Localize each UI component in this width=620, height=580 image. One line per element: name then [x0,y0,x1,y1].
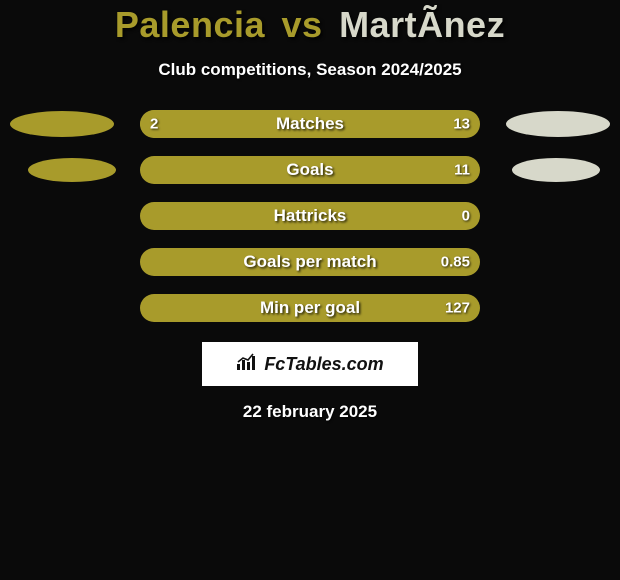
brand-badge: FcTables.com [202,342,418,386]
stat-row: Goals11 [0,156,620,184]
comparison-chart: Matches2 13 Goals11 Hattricks0 Goals per mat… [0,110,620,322]
chart-icon [236,353,258,376]
stat-row: Goals per match0.85 [0,248,620,276]
page-title: Palencia vs MartÃ­nez [0,4,620,46]
stat-value-player2: 127 [445,300,470,317]
title-vs: vs [282,4,323,45]
stat-label: Matches [140,114,480,134]
player1-marker [28,158,116,182]
stat-bar: Min per goal127 [140,294,480,322]
footer-date: 22 february 2025 [0,402,620,422]
player1-marker [10,111,114,137]
title-player1: Palencia [115,4,265,45]
stat-row: Hattricks0 [0,202,620,230]
stat-bar: Goals per match0.85 [140,248,480,276]
stat-value-player2: 13 [453,116,470,133]
stat-bar: Goals11 [140,156,480,184]
stat-value-player2: 0.85 [441,254,470,271]
subtitle: Club competitions, Season 2024/2025 [0,60,620,80]
comparison-card: Palencia vs MartÃ­nez Club competitions,… [0,0,620,422]
title-player2: MartÃ­nez [339,4,505,45]
stat-value-player2: 0 [462,208,470,225]
player2-marker [506,111,610,137]
stat-row: Min per goal127 [0,294,620,322]
stat-label: Goals [140,160,480,180]
stat-row: Matches2 13 [0,110,620,138]
player2-marker [512,158,600,182]
stat-bar: Matches2 13 [140,110,480,138]
stat-label: Min per goal [140,298,480,318]
stat-value-player1: 2 [150,116,158,133]
stat-label: Hattricks [140,206,480,226]
stat-value-player2: 11 [454,162,470,179]
stat-label: Goals per match [140,252,480,272]
brand-label: FcTables.com [264,354,383,375]
stat-bar: Hattricks0 [140,202,480,230]
